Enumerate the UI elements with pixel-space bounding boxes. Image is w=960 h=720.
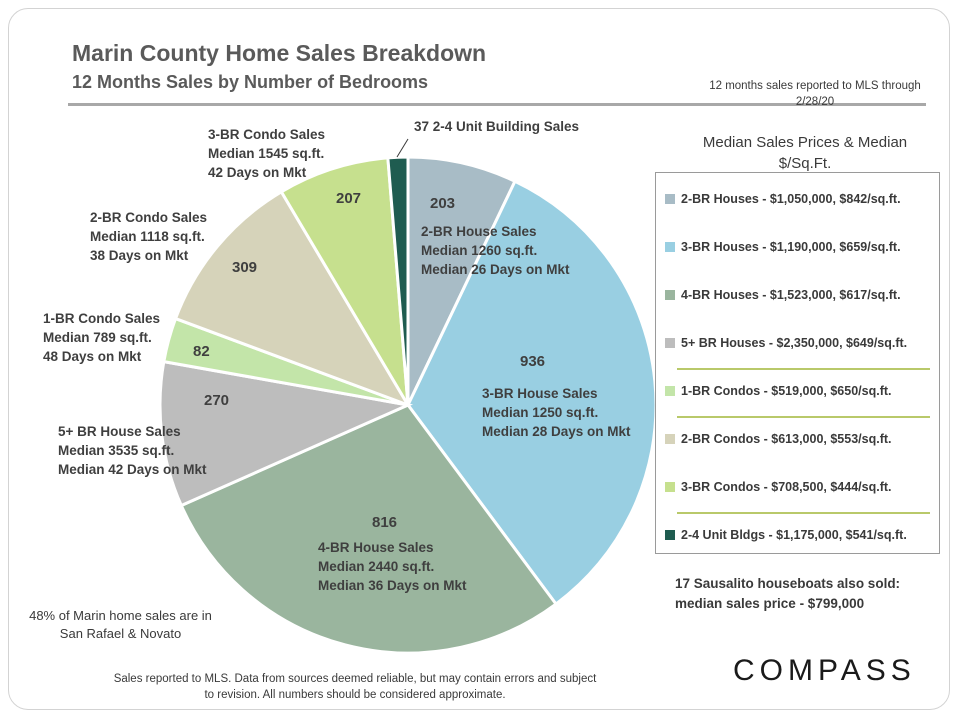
slice-description-line: Median 789 sq.ft. — [43, 330, 152, 345]
slice-count-label: 270 — [204, 392, 229, 409]
slice-description-label: 1-BR Condo Sales Median 789 sq.ft. 48 Days… — [43, 311, 160, 364]
slice-description-label: 2-BR House Sales Median 1260 sq.ft. Median… — [421, 224, 570, 277]
slice-count-label: 936 — [520, 353, 545, 370]
page-title: Marin County Home Sales Breakdown — [72, 40, 487, 66]
legend-item: 3-BR Houses - $1,190,000, $659/sq.ft. — [665, 238, 901, 256]
legend-item: 1-BR Condos - $519,000, $650/sq.ft. — [665, 382, 892, 400]
legend-swatch — [665, 482, 675, 492]
pie-slice — [158, 359, 414, 508]
page-subtitle: 12 Months Sales by Number of Bedrooms — [72, 72, 429, 92]
houseboat-note-line-2: median sales price - $799,000 — [675, 596, 865, 611]
legend-label: 4-BR Houses - $1,523,000, $617/sq.ft. — [681, 288, 901, 302]
legend-divider — [677, 416, 930, 418]
legend-swatch — [665, 194, 675, 204]
slice-description-label: 2-BR Condo Sales Median 1118 sq.ft. 38 Day… — [90, 210, 207, 263]
pie-slice — [173, 189, 412, 408]
slice-description-line: Median 1118 sq.ft. — [90, 229, 205, 244]
legend-title: Median Sales Prices & Median $/Sq.Ft. — [702, 134, 908, 172]
slice-description-label: 37 2-4 Unit Building Sales — [414, 119, 579, 134]
slice-description-label: 3-BR Condo Sales Median 1545 sq.ft. 42 Day… — [208, 127, 325, 180]
legend-item: 2-4 Unit Bldgs - $1,175,000, $541/sq.ft. — [665, 526, 907, 544]
slice-description-line: Median 1260 sq.ft. — [421, 243, 537, 258]
slice-description-label: 4-BR House Sales Median 2440 sq.ft. Median… — [318, 540, 467, 593]
legend-swatch — [665, 290, 675, 300]
legend-label: 3-BR Condos - $708,500, $444/sq.ft. — [681, 480, 892, 494]
slide-frame — [8, 8, 950, 710]
slice-description-label: 3-BR House Sales Median 1250 sq.ft. Median… — [482, 386, 631, 439]
slice-count-label: 203 — [430, 195, 455, 212]
legend-item: 5+ BR Houses - $2,350,000, $649/sq.ft. — [665, 334, 907, 352]
legend-divider — [677, 512, 930, 514]
legend-swatch — [665, 386, 675, 396]
slice-description-line: Median 1250 sq.ft. — [482, 405, 598, 420]
legend-label: 2-4 Unit Bldgs - $1,175,000, $541/sq.ft. — [681, 528, 907, 542]
legend-box — [655, 172, 940, 554]
houseboat-note: 17 Sausalito houseboats also sold: media… — [675, 574, 900, 614]
pie-slice — [406, 155, 517, 406]
slice-count-label: 309 — [232, 259, 257, 276]
houseboat-note-line-1: 17 Sausalito houseboats also sold: — [675, 576, 901, 591]
slice-description-line: 42 Days on Mkt — [208, 165, 307, 180]
compass-logo: COMPASS — [733, 654, 916, 687]
legend-swatch — [665, 434, 675, 444]
slice-description-line: Median 3535 sq.ft. — [58, 443, 174, 458]
slice-description-line: Median 42 Days on Mkt — [58, 462, 207, 477]
pie-slice — [279, 156, 410, 406]
slice-count-label: 816 — [372, 514, 397, 531]
slice-description-line: 38 Days on Mkt — [90, 248, 189, 263]
slice-description-line: Median 36 Days on Mkt — [318, 578, 467, 593]
legend-divider — [677, 368, 930, 370]
report-note: 12 months sales reported to MLS through … — [709, 80, 921, 108]
legend-item: 3-BR Condos - $708,500, $444/sq.ft. — [665, 478, 892, 496]
legend-label: 2-BR Houses - $1,050,000, $842/sq.ft. — [681, 192, 901, 206]
slice-description-line: 1-BR Condo Sales — [43, 311, 160, 326]
marin-note: 48% of Marin home sales are in San Rafae… — [29, 608, 212, 641]
slice-count-label: 82 — [193, 343, 210, 360]
slice-description-line: 5+ BR House Sales — [58, 424, 181, 439]
slice-description-line: 2-BR Condo Sales — [90, 210, 207, 225]
legend-item: 2-BR Houses - $1,050,000, $842/sq.ft. — [665, 190, 901, 208]
pie-slice — [386, 155, 410, 406]
legend-label: 1-BR Condos - $519,000, $650/sq.ft. — [681, 384, 892, 398]
pie-slice — [406, 179, 658, 607]
slice-description-line: 2-BR House Sales — [421, 224, 537, 239]
slice-description-line: 37 2-4 Unit Building Sales — [414, 119, 579, 134]
legend-swatch — [665, 530, 675, 540]
slice-description-line: Median 26 Days on Mkt — [421, 262, 570, 277]
leader-line — [396, 138, 409, 158]
legend-item: 2-BR Condos - $613,000, $553/sq.ft. — [665, 430, 892, 448]
slice-description-line: 3-BR Condo Sales — [208, 127, 325, 142]
legend-swatch — [665, 338, 675, 348]
slice-description-line: Median 2440 sq.ft. — [318, 559, 434, 574]
legend-swatch — [665, 242, 675, 252]
slice-count-label: 207 — [336, 190, 361, 207]
slice-description-line: Median 1545 sq.ft. — [208, 146, 324, 161]
disclaimer: Sales reported to MLS. Data from sources… — [113, 673, 597, 701]
slice-description-line: 4-BR House Sales — [318, 540, 434, 555]
legend-item: 4-BR Houses - $1,523,000, $617/sq.ft. — [665, 286, 901, 304]
legend-label: 5+ BR Houses - $2,350,000, $649/sq.ft. — [681, 336, 908, 350]
pie-slice — [179, 403, 559, 655]
legend-label: 3-BR Houses - $1,190,000, $659/sq.ft. — [681, 240, 901, 254]
title-divider — [68, 103, 926, 106]
slice-description-line: 48 Days on Mkt — [43, 349, 142, 364]
slice-description-label: 5+ BR House Sales Median 3535 sq.ft. Media… — [58, 424, 207, 477]
legend-label: 2-BR Condos - $613,000, $553/sq.ft. — [681, 432, 892, 446]
slice-description-line: Median 28 Days on Mkt — [482, 424, 631, 439]
slice-description-line: 3-BR House Sales — [482, 386, 598, 401]
